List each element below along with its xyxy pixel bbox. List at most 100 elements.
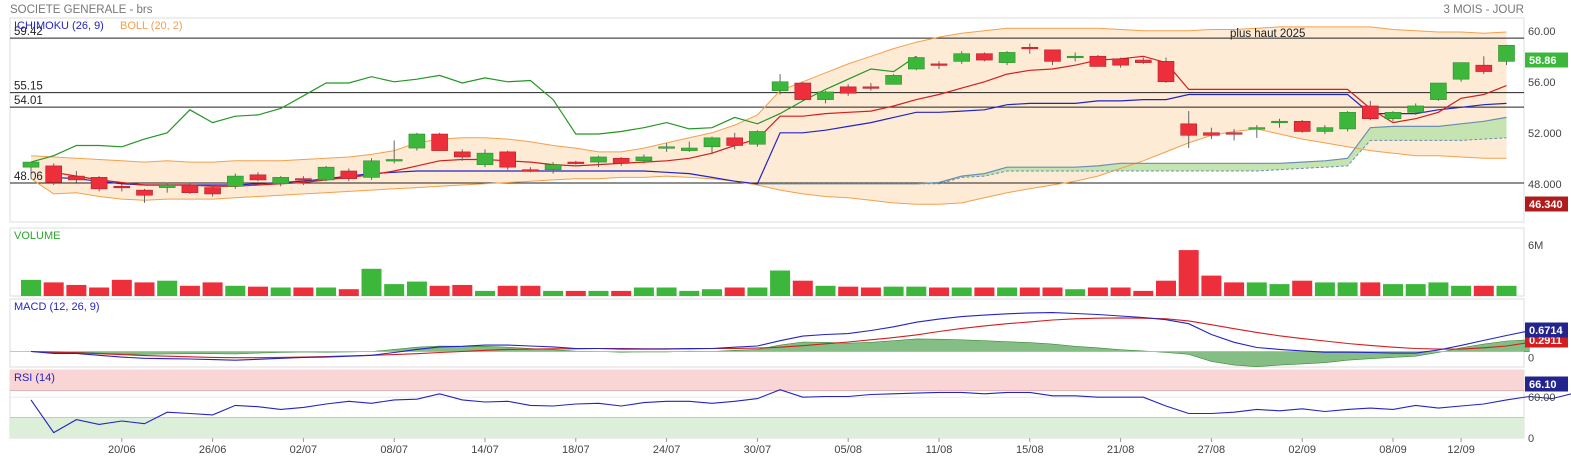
- volume-bar: [66, 284, 87, 296]
- candle-down: [249, 174, 267, 181]
- volume-bar: [702, 289, 722, 296]
- x-axis-tick-label: 27/08: [1198, 444, 1226, 456]
- candle-up: [385, 159, 403, 162]
- senkou-span-b-line: [757, 137, 1507, 185]
- macd-series-layer: [10, 312, 1530, 368]
- volume-bar: [1110, 287, 1131, 296]
- volume-bar: [270, 287, 291, 296]
- volume-bar: [997, 287, 1018, 296]
- candle-down: [522, 169, 539, 172]
- x-axis-tick-label: 14/07: [471, 444, 499, 456]
- x-axis-tick-label: 15/08: [1016, 444, 1044, 456]
- low-price-tag: 46.340: [1529, 199, 1563, 211]
- candle-up: [658, 146, 675, 149]
- x-axis-tick-label: 12/09: [1447, 444, 1475, 456]
- price-axis-tick: 52.000: [1528, 128, 1562, 140]
- volume-bar: [43, 282, 64, 296]
- last-price-tag-box: [1525, 52, 1568, 68]
- macd-signal-tag: 0.2911: [1529, 335, 1562, 347]
- candle-down: [453, 151, 471, 158]
- candle-up: [1248, 127, 1266, 130]
- x-axis-tick-label: 08/07: [380, 444, 408, 456]
- x-axis-tick-label: 02/09: [1288, 444, 1316, 456]
- ichimoku-legend: ICHIMOKU (26, 9): [14, 20, 104, 32]
- volume-bar: [248, 286, 268, 296]
- rsi-value-tag: 66.10: [1529, 379, 1557, 391]
- candle-down: [1293, 120, 1311, 132]
- bollinger-upper-line: [30, 26, 1507, 163]
- volume-bar: [611, 290, 632, 296]
- candle-down: [295, 178, 312, 181]
- volume-bar: [1428, 282, 1449, 296]
- volume-bar: [1292, 280, 1313, 296]
- candle-up: [1498, 44, 1515, 62]
- candle-down: [839, 86, 857, 94]
- price-axis-tick: 60.00: [1528, 26, 1556, 38]
- candle-up: [544, 164, 562, 171]
- volume-bar: [21, 279, 41, 296]
- candle-up: [885, 75, 902, 85]
- candle-down: [1157, 61, 1175, 83]
- x-axis-tick-label: 05/08: [834, 444, 862, 456]
- candle-down: [1021, 47, 1039, 50]
- volume-bar: [452, 284, 473, 296]
- macd-signal-line: [30, 317, 1530, 359]
- candle-down: [1475, 64, 1493, 72]
- volume-bar: [860, 287, 881, 296]
- volume-bar: [906, 286, 927, 296]
- volume-bar: [929, 287, 949, 296]
- x-axis-tick-label: 02/07: [290, 444, 318, 456]
- x-axis-tick-label: 24/07: [653, 444, 681, 456]
- candle-down: [1203, 132, 1220, 136]
- boll-legend: BOLL (20, 2): [120, 20, 183, 32]
- candle-up: [1316, 127, 1334, 132]
- candle-up: [771, 81, 789, 91]
- volume-bar: [406, 281, 427, 296]
- volume-bar: [792, 280, 813, 296]
- candle-down: [1225, 132, 1243, 135]
- candle-down: [612, 157, 630, 164]
- senkou-span-a-line: [757, 116, 1507, 185]
- volume-bar: [520, 285, 541, 296]
- candle-up: [817, 91, 834, 100]
- candle-up: [227, 175, 244, 187]
- volume-bar: [1019, 287, 1040, 296]
- volume-bar: [157, 280, 178, 296]
- volume-bar: [724, 287, 745, 296]
- volume-bar: [588, 290, 609, 296]
- volume-bar: [1178, 250, 1199, 296]
- volume-bar: [179, 285, 200, 296]
- volume-bar: [1473, 285, 1494, 296]
- candle-down: [567, 161, 585, 164]
- macd-line: [30, 312, 1530, 361]
- macd-value-tag-box: [1525, 322, 1568, 338]
- candle-down: [340, 170, 358, 179]
- ichimoku-cloud-fill: [757, 117, 1507, 184]
- volume-bar: [883, 286, 904, 296]
- volume-bar: [1496, 285, 1517, 296]
- high-annotation: plus haut 2025: [1230, 28, 1305, 40]
- volume-bar: [1337, 282, 1358, 296]
- candle-up: [1430, 82, 1447, 100]
- candle-down: [204, 187, 221, 195]
- volume-bar: [1065, 289, 1086, 296]
- support-resistance-label: 59.42: [14, 26, 43, 38]
- support-resistance-label: 48.06: [14, 171, 43, 183]
- candle-down: [1362, 105, 1379, 120]
- candle-down: [431, 133, 448, 151]
- volume-bar: [1360, 282, 1381, 296]
- volume-bar: [1269, 284, 1290, 296]
- volume-bar: [293, 287, 314, 296]
- volume-bar: [1451, 285, 1472, 296]
- candle-down: [1112, 58, 1129, 66]
- candle-up: [158, 184, 176, 188]
- rsi-series-layer: [10, 370, 1571, 438]
- period-selector[interactable]: 3 MOIS - JOUR: [1443, 4, 1524, 16]
- candle-down: [68, 175, 85, 181]
- volume-bar: [679, 290, 700, 296]
- volume-bar: [1314, 282, 1335, 296]
- volume-bar: [497, 285, 518, 296]
- chart-title: SOCIETE GENERALE - brs: [10, 4, 153, 16]
- candle-down: [181, 184, 199, 193]
- macd-histogram: [30, 338, 1530, 368]
